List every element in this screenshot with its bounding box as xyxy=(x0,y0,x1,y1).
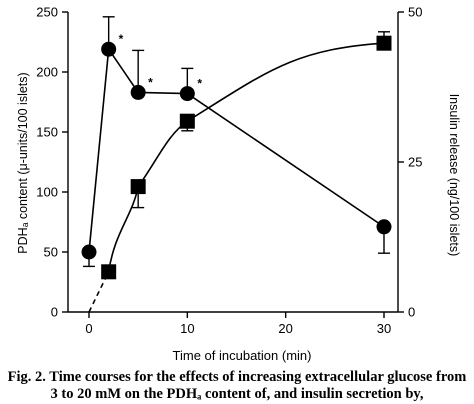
axes: 0 10 20 30 0 50 100 150 200 250 0 25 50 xyxy=(36,5,422,337)
y-left-tick-label: 0 xyxy=(51,305,58,320)
pdh-point xyxy=(81,244,97,260)
insulin-point xyxy=(376,35,392,51)
x-tick-label: 20 xyxy=(278,321,292,336)
pdh-point xyxy=(130,84,146,100)
insulin-point xyxy=(179,113,195,129)
y-right-tick-label: 0 xyxy=(408,305,415,320)
series-lines xyxy=(88,42,385,313)
insulin-release-curve xyxy=(107,42,385,272)
significance-marker: * xyxy=(119,32,124,46)
y-left-tick-label: 200 xyxy=(36,65,58,80)
x-tick-label: 0 xyxy=(85,321,92,336)
x-tick-label: 10 xyxy=(180,321,194,336)
pdh-point xyxy=(179,86,195,102)
insulin-point xyxy=(130,179,146,195)
y-left-tick-label: 150 xyxy=(36,125,58,140)
y-right-tick-label: 25 xyxy=(408,155,422,170)
y-axis-left-label: PDHₐ content (μ-units/100 islets) xyxy=(16,72,30,253)
y-right-tick-label: 50 xyxy=(408,5,422,20)
y-axis-right-label: Insulin release (ng/100 islets) xyxy=(447,94,461,257)
insulin-point xyxy=(101,264,117,280)
pdh-point xyxy=(376,219,392,235)
significance-marker: * xyxy=(148,75,153,89)
y-left-tick-label: 50 xyxy=(44,245,58,260)
y-left-tick-label: 250 xyxy=(36,5,58,20)
y-left-tick-label: 100 xyxy=(36,185,58,200)
data-markers: * * * xyxy=(81,16,392,280)
x-tick-label: 30 xyxy=(377,321,391,336)
pdh-point xyxy=(101,41,117,57)
significance-marker: * xyxy=(197,77,202,91)
x-axis-label: Time of incubation (min) xyxy=(173,348,312,363)
pdh-content-line xyxy=(88,46,385,253)
figure-caption-line-1: Fig. 2. Time courses for the effects of … xyxy=(7,369,467,385)
figure-caption-line-2: 3 to 20 mM on the PDHₐ content of, and i… xyxy=(50,386,424,402)
